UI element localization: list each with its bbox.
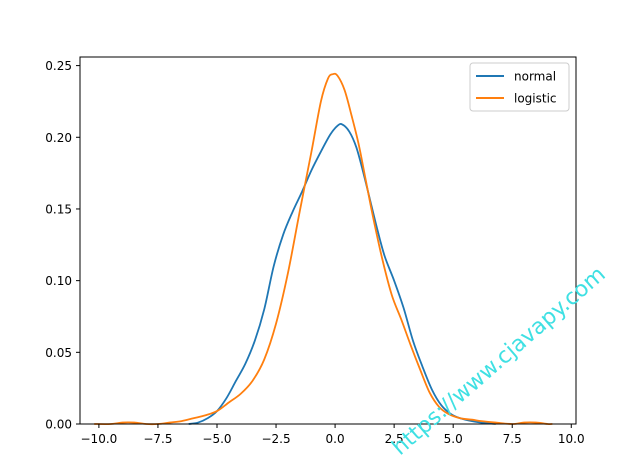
y-tick-label: 0.20: [45, 131, 72, 145]
y-tick-label: 0.05: [45, 346, 72, 360]
x-tick-label: 5.0: [444, 432, 463, 446]
x-tick-label: 10.0: [558, 432, 585, 446]
series-layer: [94, 72, 553, 426]
legend-label-logistic: logistic: [514, 92, 557, 106]
x-tick-label: 7.5: [503, 432, 522, 446]
x-tick-label: −7.5: [143, 432, 172, 446]
x-tick-label: −2.5: [261, 432, 290, 446]
series-line-normal: [188, 123, 496, 425]
x-axis: −10.0 −7.5 −5.0 −2.5 0.0 2.5 5.0 7.5 10.0: [81, 424, 585, 446]
plot-frame: [79, 56, 577, 425]
y-tick-label: 0.25: [45, 59, 72, 73]
x-tick-label: 0.0: [326, 432, 345, 446]
y-tick-label: 0.00: [45, 418, 72, 432]
x-tick-label: 2.5: [385, 432, 404, 446]
legend: normal logistic: [469, 62, 570, 112]
y-tick-label: 0.15: [45, 202, 72, 216]
legend-label-normal: normal: [514, 70, 556, 84]
x-tick-label: −5.0: [202, 432, 231, 446]
y-axis: 0.00 0.05 0.10 0.15 0.20 0.25: [45, 59, 80, 432]
x-tick-label: −10.0: [81, 432, 118, 446]
series-line-logistic: [94, 72, 553, 426]
y-tick-label: 0.10: [45, 274, 72, 288]
